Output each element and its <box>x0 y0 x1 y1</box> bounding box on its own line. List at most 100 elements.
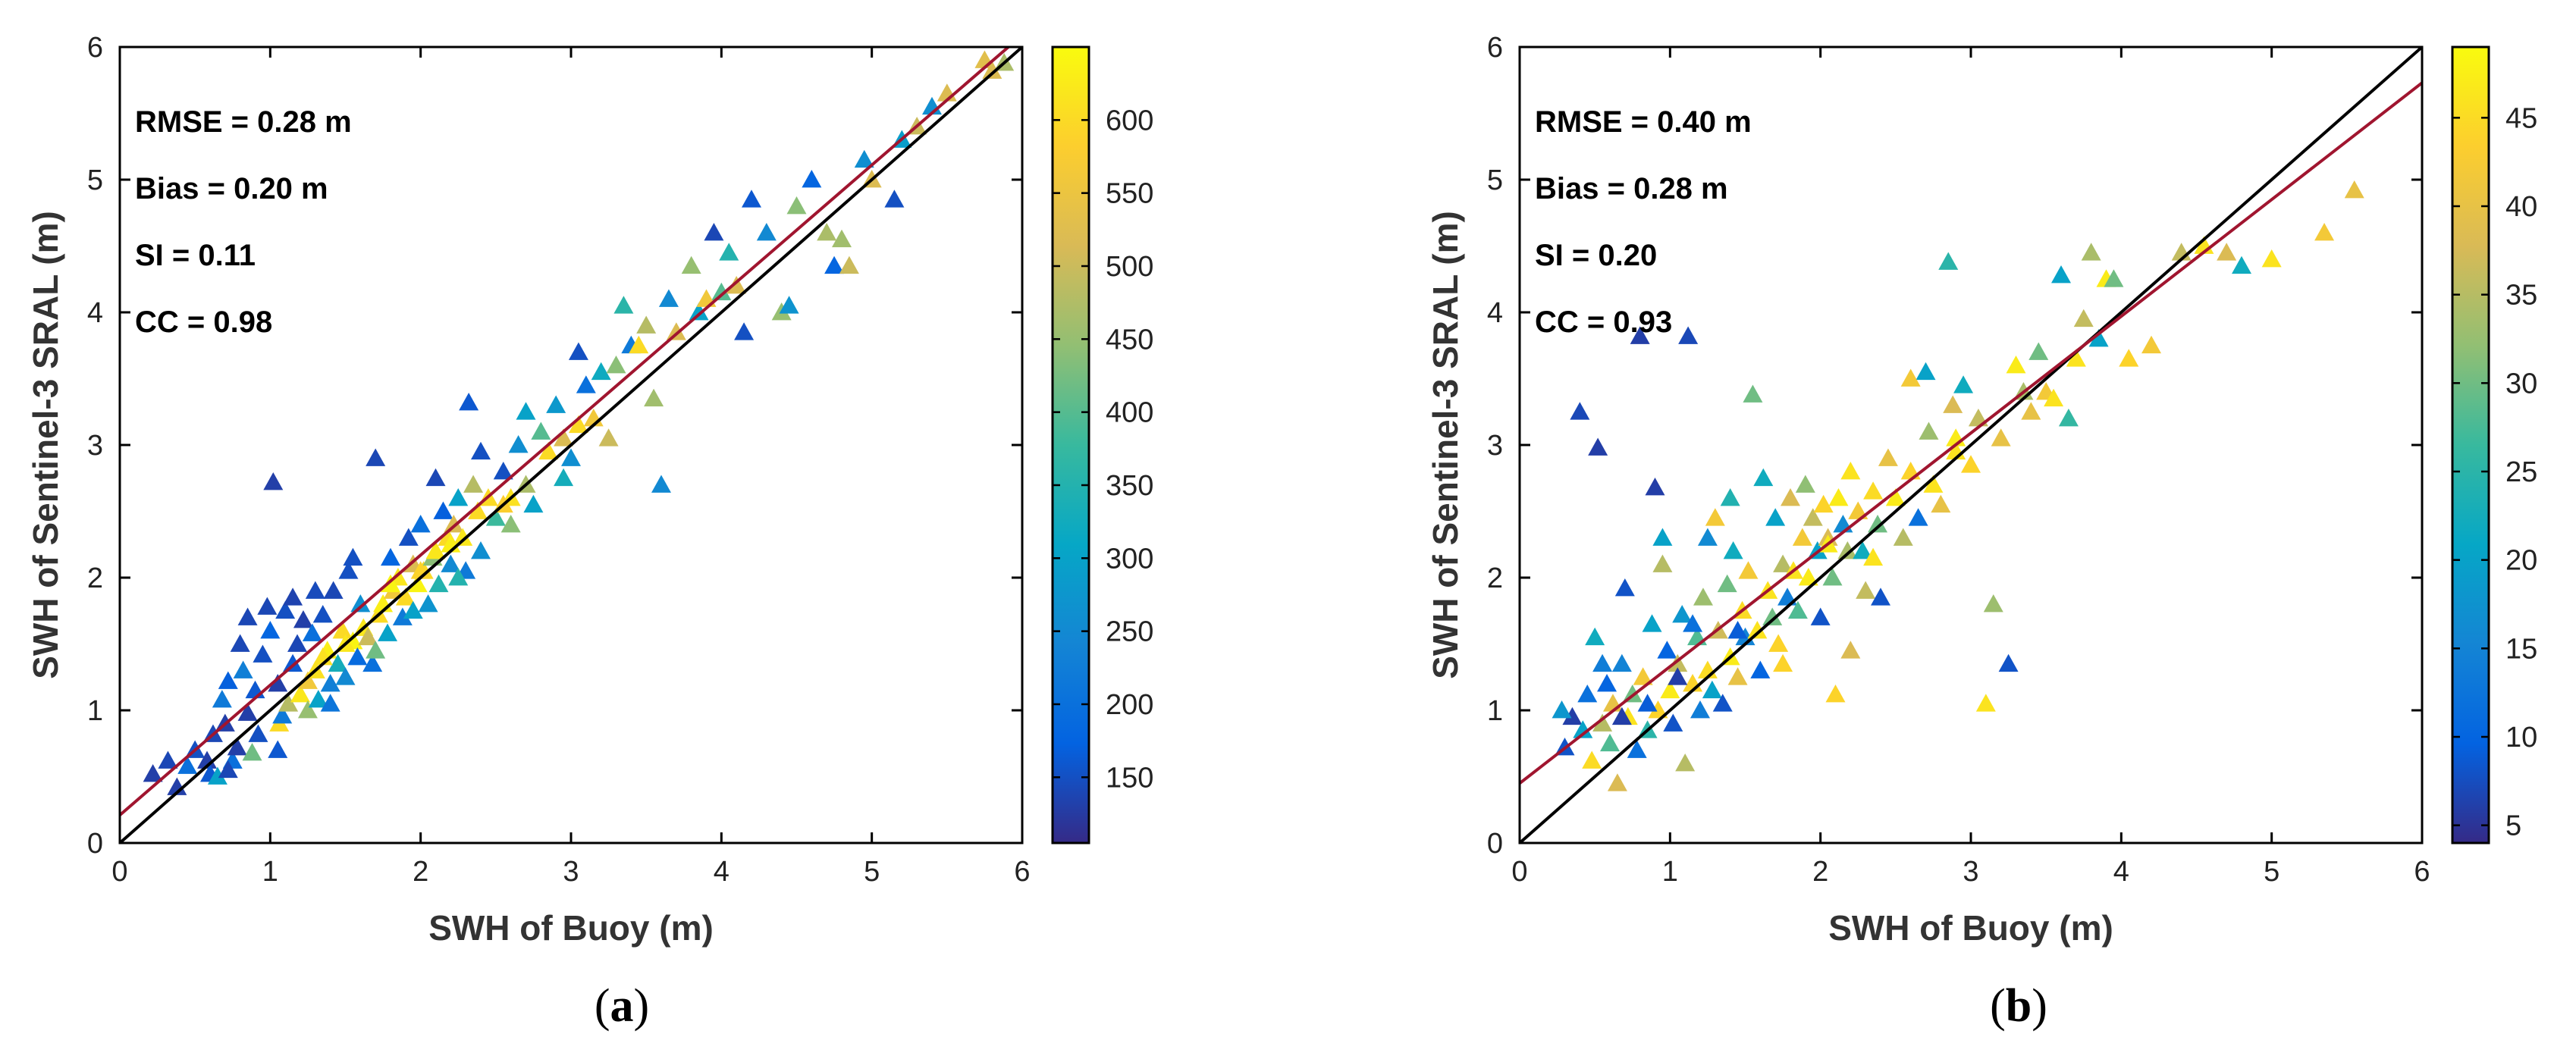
data-point <box>1998 653 2019 672</box>
data-point <box>1825 685 1846 703</box>
scatter-panel-a: 0 1 2 3 4 5 6 0 1 2 3 4 5 6 SWH of Buoy (m) SWH of Sent… <box>26 32 1153 948</box>
data-point <box>448 568 469 586</box>
data-point <box>1863 547 1884 566</box>
data-point <box>468 501 488 519</box>
y-tick-label: 4 <box>87 297 103 329</box>
data-point <box>1727 621 1748 639</box>
data-point <box>2232 255 2251 274</box>
data-point <box>1630 326 1650 344</box>
data-point <box>1822 568 1843 586</box>
data-point <box>343 547 363 566</box>
data-point <box>1953 375 1974 393</box>
data-point <box>1813 494 1834 513</box>
data-point <box>1878 448 1898 466</box>
data-point <box>779 296 799 314</box>
colorbar-tick-label: 250 <box>1106 616 1153 648</box>
x-tick-label: 6 <box>2414 856 2430 888</box>
data-point <box>2261 249 2282 268</box>
data-point <box>338 561 359 579</box>
data-point <box>1697 528 1718 546</box>
data-point <box>2051 265 2071 284</box>
data-point <box>1787 600 1808 619</box>
y-tick-label: 3 <box>1487 430 1503 462</box>
data-point <box>260 621 281 639</box>
data-point <box>1803 508 1823 526</box>
data-point <box>1668 653 1688 672</box>
data-point <box>2119 349 2139 367</box>
stats-line: CC = 0.98 <box>135 306 272 339</box>
stats-line: RMSE = 0.28 m <box>135 105 352 139</box>
data-point <box>1727 667 1748 685</box>
data-point <box>1837 541 1858 559</box>
x-tick-label: 4 <box>714 856 730 888</box>
data-point <box>2344 180 2364 199</box>
data-point <box>283 588 303 606</box>
stats-line: SI = 0.11 <box>135 239 256 272</box>
data-point <box>335 667 356 685</box>
colorbar-tick-label: 350 <box>1106 470 1153 502</box>
colorbar-tick-label: 40 <box>2505 191 2537 223</box>
data-point <box>1781 488 1800 506</box>
data-point <box>1717 574 1737 593</box>
x-axis-label: SWH of Buoy (m) <box>428 908 714 948</box>
data-point <box>425 541 446 559</box>
colorbar <box>1051 45 1090 844</box>
data-point <box>428 574 449 593</box>
x-tick-label: 1 <box>1662 856 1678 888</box>
x-tick-label: 0 <box>111 856 127 888</box>
data-point <box>1848 501 1868 519</box>
colorbar-tick-label: 5 <box>2505 810 2521 842</box>
data-point <box>1660 680 1680 699</box>
data-point <box>598 428 619 447</box>
panel-label-b-letter: b <box>2005 980 2032 1032</box>
colorbar-tick-label: 30 <box>2505 368 2537 400</box>
colorbar-tick-label: 45 <box>2505 102 2537 134</box>
data-point <box>629 335 649 354</box>
data-point <box>1853 541 1873 559</box>
data-point <box>546 395 566 413</box>
data-point <box>2314 223 2335 241</box>
y-axis-label: SWH of Sentinel-3 SRAL (m) <box>26 211 65 679</box>
data-point <box>591 362 611 381</box>
data-point <box>1627 740 1647 758</box>
data-point <box>230 634 250 652</box>
data-point <box>2044 388 2064 407</box>
data-point <box>2073 309 2094 327</box>
data-point <box>312 605 333 623</box>
data-point <box>1570 402 1590 420</box>
data-point <box>1943 395 1963 413</box>
data-point <box>283 653 303 672</box>
data-point <box>1552 700 1572 719</box>
data-point <box>1938 252 1959 270</box>
data-point <box>576 375 596 393</box>
data-point <box>1923 475 1944 493</box>
one-to-one-line <box>120 47 1022 843</box>
data-point <box>516 402 536 420</box>
data-point <box>1762 607 1783 625</box>
data-point <box>719 243 739 261</box>
data-point <box>268 740 288 758</box>
data-point <box>1840 641 1861 659</box>
data-point <box>1582 750 1602 769</box>
data-point <box>884 190 905 208</box>
data-point <box>802 170 822 188</box>
data-point <box>410 515 431 533</box>
data-point <box>1693 588 1713 606</box>
data-point <box>1577 685 1598 703</box>
data-point <box>1642 614 1662 632</box>
stats-line: SI = 0.20 <box>1535 239 1657 272</box>
data-point <box>1675 754 1696 772</box>
data-point <box>425 468 446 487</box>
data-point <box>1600 733 1620 752</box>
data-point <box>561 448 581 466</box>
data-point <box>644 388 664 407</box>
data-point <box>1672 605 1693 623</box>
colorbar-tick-label: 200 <box>1106 689 1153 721</box>
data-point <box>1931 494 1951 513</box>
data-point <box>177 756 198 774</box>
data-point <box>817 223 837 241</box>
data-point <box>839 255 859 274</box>
y-tick-label: 6 <box>1487 32 1503 64</box>
data-point <box>1916 362 1936 381</box>
data-point <box>233 660 253 678</box>
